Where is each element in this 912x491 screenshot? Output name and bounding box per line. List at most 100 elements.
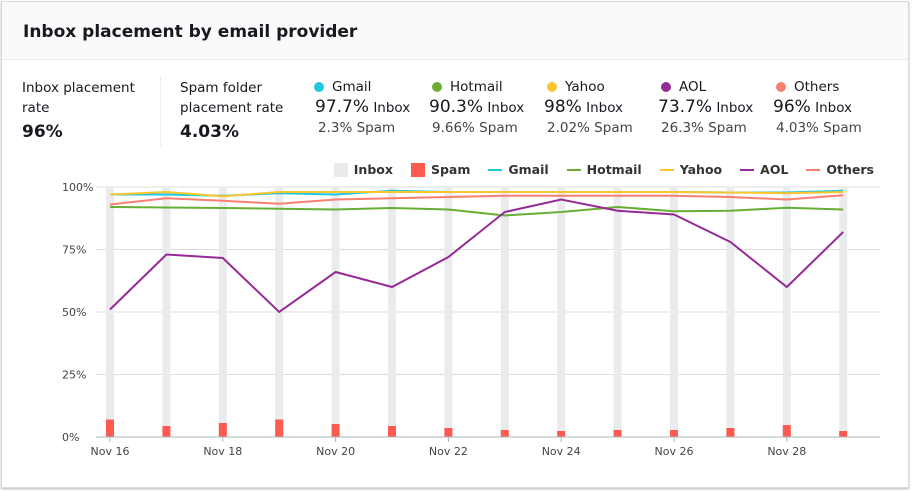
inbox-bar [726, 187, 735, 437]
x-tick-label: Nov 24 [542, 445, 581, 458]
inbox-bar [444, 187, 453, 437]
chart-legend: Inbox Spam Gmail Hotmail Yahoo AOL Others [333, 162, 874, 177]
provider-dot-icon [547, 82, 557, 92]
legend-line-icon [488, 168, 503, 171]
legend-line-icon [740, 168, 755, 171]
provider-name: Hotmail [450, 79, 503, 95]
series-line-yahoo [109, 190, 844, 198]
legend-item-aol[interactable]: AOL [740, 162, 788, 177]
x-tick-label: Nov 16 [91, 445, 130, 458]
inbox-bar [782, 187, 791, 437]
provider-stat-yahoo: Yahoo 98% Inbox 2.02% Spam [544, 77, 633, 138]
y-tick-label: 50% [62, 306, 86, 319]
provider-name: Gmail [332, 79, 372, 95]
inbox-bar [500, 187, 509, 437]
provider-spam-value: 4.03% Spam [776, 120, 862, 136]
legend-item-others[interactable]: Others [806, 162, 874, 177]
series-line-hotmail [109, 205, 844, 217]
legend-item-gmail[interactable]: Gmail [488, 162, 549, 177]
provider-stat-gmail: Gmail 97.7% Inbox 2.3% Spam [314, 77, 411, 138]
spam-bar [388, 426, 396, 437]
legend-line-icon [659, 168, 674, 171]
legend-label: AOL [760, 162, 789, 177]
x-tick-label: Nov 20 [316, 445, 355, 458]
provider-dot-icon [776, 82, 786, 92]
card-title: Inbox placement by email provider [23, 22, 358, 42]
x-tick-label: Nov 28 [767, 445, 806, 458]
provider-dot-icon [432, 82, 442, 92]
provider-dot-icon [314, 82, 324, 92]
inbox-bar [613, 187, 622, 437]
spam-bar [106, 419, 114, 437]
provider-dot-icon [661, 82, 671, 92]
series-line-aol [109, 198, 844, 314]
inbox-bar [218, 187, 227, 437]
inbox-bar [388, 187, 396, 437]
y-tick-label: 75% [62, 244, 86, 257]
provider-name: Yahoo [565, 79, 605, 95]
x-tick-label: Nov 26 [655, 445, 694, 458]
y-tick-label: 0% [62, 431, 79, 444]
provider-inbox-value: 73.7% [658, 97, 713, 117]
provider-spam-value: 9.66% Spam [432, 120, 518, 136]
inbox-rate-value: 96% [22, 122, 63, 142]
inbox-bar [670, 187, 678, 437]
x-tick-label: Nov 22 [429, 445, 468, 458]
spam-bar [275, 419, 284, 437]
spam-bar [444, 428, 453, 437]
provider-inbox-value: 98% [544, 97, 582, 117]
provider-inbox-label: Inbox [586, 100, 624, 116]
provider-name: Others [794, 79, 840, 95]
legend-item-inbox[interactable]: Inbox [333, 162, 393, 177]
y-tick-label: 25% [62, 369, 86, 382]
provider-inbox-label: Inbox [487, 100, 525, 116]
legend-label: Yahoo [679, 162, 723, 177]
legend-line-icon [806, 168, 821, 171]
spam-rate-value: 4.03% [180, 122, 239, 142]
series-line-others [109, 194, 844, 206]
spam-bar [500, 430, 509, 437]
legend-line-icon [566, 168, 581, 171]
provider-inbox-value: 96% [773, 97, 811, 117]
provider-spam-value: 26.3% Spam [661, 120, 747, 136]
provider-name: AOL [679, 79, 707, 95]
inbox-bar [331, 187, 340, 437]
legend-item-yahoo[interactable]: Yahoo [659, 162, 723, 177]
legend-label: Others [826, 162, 874, 177]
spam-rate-label: Spam folder placement rate [180, 80, 284, 116]
legend-label: Gmail [508, 162, 549, 177]
legend-item-hotmail[interactable]: Hotmail [566, 162, 642, 177]
spam-bar [726, 428, 735, 437]
spam-bar [162, 426, 171, 437]
provider-inbox-label: Inbox [716, 100, 754, 116]
legend-label: Inbox [353, 162, 393, 177]
legend-swatch-icon [333, 162, 348, 177]
legend-item-spam[interactable]: Spam [410, 162, 471, 177]
legend-label: Hotmail [586, 162, 642, 177]
inbox-rate-label: Inbox placement rate [22, 80, 135, 116]
legend-swatch-icon [410, 162, 425, 177]
provider-inbox-value: 97.7% [315, 97, 370, 117]
spam-bar [557, 431, 566, 437]
provider-inbox-label: Inbox [815, 100, 853, 116]
divider [160, 76, 161, 146]
inbox-bar [106, 187, 114, 437]
provider-inbox-label: Inbox [373, 100, 411, 116]
provider-stat-hotmail: Hotmail 90.3% Inbox 9.66% Spam [429, 77, 525, 138]
card-header: Inbox placement by email provider [2, 2, 908, 60]
spam-bar [218, 423, 227, 437]
legend-label: Spam [430, 162, 471, 177]
provider-spam-value: 2.02% Spam [547, 120, 633, 136]
provider-stat-others: Others 96% Inbox 4.03% Spam [773, 77, 862, 138]
inbox-bar [839, 187, 848, 437]
provider-inbox-value: 90.3% [429, 97, 484, 117]
inbox-bar [162, 187, 171, 437]
spam-rate-stat: Spam folder placement rate 4.03% [180, 78, 290, 142]
spam-bar [782, 425, 791, 437]
spam-bar [331, 424, 340, 437]
inbox-bar [557, 187, 566, 437]
provider-spam-value: 2.3% Spam [318, 120, 396, 136]
y-tick-label: 100% [62, 181, 93, 194]
